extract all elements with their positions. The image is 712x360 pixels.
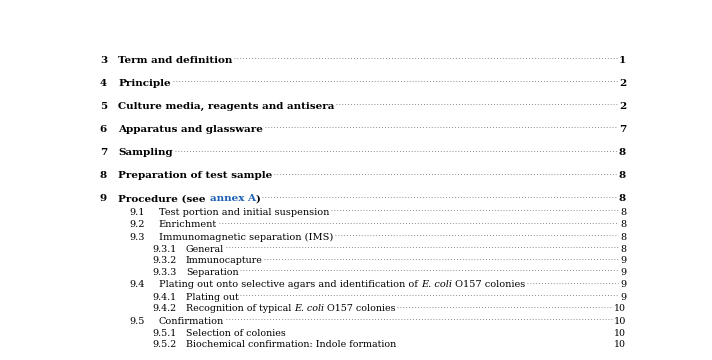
Text: Separation: Separation <box>186 268 239 277</box>
Text: Principle: Principle <box>118 78 171 87</box>
Text: 9.5: 9.5 <box>130 316 145 325</box>
Text: 4: 4 <box>100 78 107 87</box>
Text: Immunocapture: Immunocapture <box>186 256 263 265</box>
Text: 9.3.3: 9.3.3 <box>152 268 177 277</box>
Text: annex A: annex A <box>209 194 256 203</box>
Text: 8: 8 <box>620 220 626 229</box>
Text: 10: 10 <box>614 329 626 338</box>
Text: 9.3.1: 9.3.1 <box>152 245 177 254</box>
Text: 9.4.2: 9.4.2 <box>152 304 177 313</box>
Text: 9.1: 9.1 <box>130 208 145 217</box>
Text: 9: 9 <box>620 268 626 277</box>
Text: O157 colonies: O157 colonies <box>324 304 396 313</box>
Text: 9: 9 <box>620 293 626 302</box>
Text: 9: 9 <box>620 256 626 265</box>
Text: 8: 8 <box>619 194 626 203</box>
Text: 2: 2 <box>619 102 626 111</box>
Text: 8: 8 <box>619 148 626 157</box>
Text: 10: 10 <box>614 304 626 313</box>
Text: 8: 8 <box>620 245 626 254</box>
Text: 10: 10 <box>614 341 626 350</box>
Text: 8: 8 <box>620 233 626 242</box>
Text: Procedure (see: Procedure (see <box>118 194 209 203</box>
Text: Plating out onto selective agars and identification of: Plating out onto selective agars and ide… <box>159 280 421 289</box>
Text: General: General <box>186 245 224 254</box>
Text: 3: 3 <box>100 55 107 64</box>
Text: 7: 7 <box>100 148 107 157</box>
Text: Preparation of test sample: Preparation of test sample <box>118 171 273 180</box>
Text: 7: 7 <box>619 125 626 134</box>
Text: 8: 8 <box>620 208 626 217</box>
Text: Selection of colonies: Selection of colonies <box>186 329 286 338</box>
Text: 6: 6 <box>100 125 107 134</box>
Text: 9.3.2: 9.3.2 <box>152 256 177 265</box>
Text: 9.5.2: 9.5.2 <box>152 341 177 350</box>
Text: E. coli: E. coli <box>421 280 451 289</box>
Text: Recognition of typical: Recognition of typical <box>186 304 294 313</box>
Text: E. coli: E. coli <box>294 304 324 313</box>
Text: Test portion and initial suspension: Test portion and initial suspension <box>159 208 329 217</box>
Text: 2: 2 <box>619 78 626 87</box>
Text: 9: 9 <box>100 194 107 203</box>
Text: Term and definition: Term and definition <box>118 55 233 64</box>
Text: 9.5.1: 9.5.1 <box>152 329 177 338</box>
Text: Culture media, reagents and antisera: Culture media, reagents and antisera <box>118 102 335 111</box>
Text: 8: 8 <box>100 171 107 180</box>
Text: 10: 10 <box>614 316 626 325</box>
Text: Plating out: Plating out <box>186 293 239 302</box>
Text: 8: 8 <box>619 171 626 180</box>
Text: 5: 5 <box>100 102 107 111</box>
Text: 9.4: 9.4 <box>130 280 145 289</box>
Text: Biochemical confirmation: Indole formation: Biochemical confirmation: Indole formati… <box>186 341 396 350</box>
Text: Enrichment: Enrichment <box>159 220 217 229</box>
Text: 9.2: 9.2 <box>130 220 145 229</box>
Text: ): ) <box>256 194 261 203</box>
Text: Sampling: Sampling <box>118 148 173 157</box>
Text: Apparatus and glassware: Apparatus and glassware <box>118 125 263 134</box>
Text: O157 colonies: O157 colonies <box>451 280 525 289</box>
Text: Confirmation: Confirmation <box>159 316 224 325</box>
Text: 9.3: 9.3 <box>130 233 145 242</box>
Text: Immunomagnetic separation (IMS): Immunomagnetic separation (IMS) <box>159 233 333 242</box>
Text: 9.4.1: 9.4.1 <box>152 293 177 302</box>
Text: 9: 9 <box>620 280 626 289</box>
Text: 1: 1 <box>619 55 626 64</box>
